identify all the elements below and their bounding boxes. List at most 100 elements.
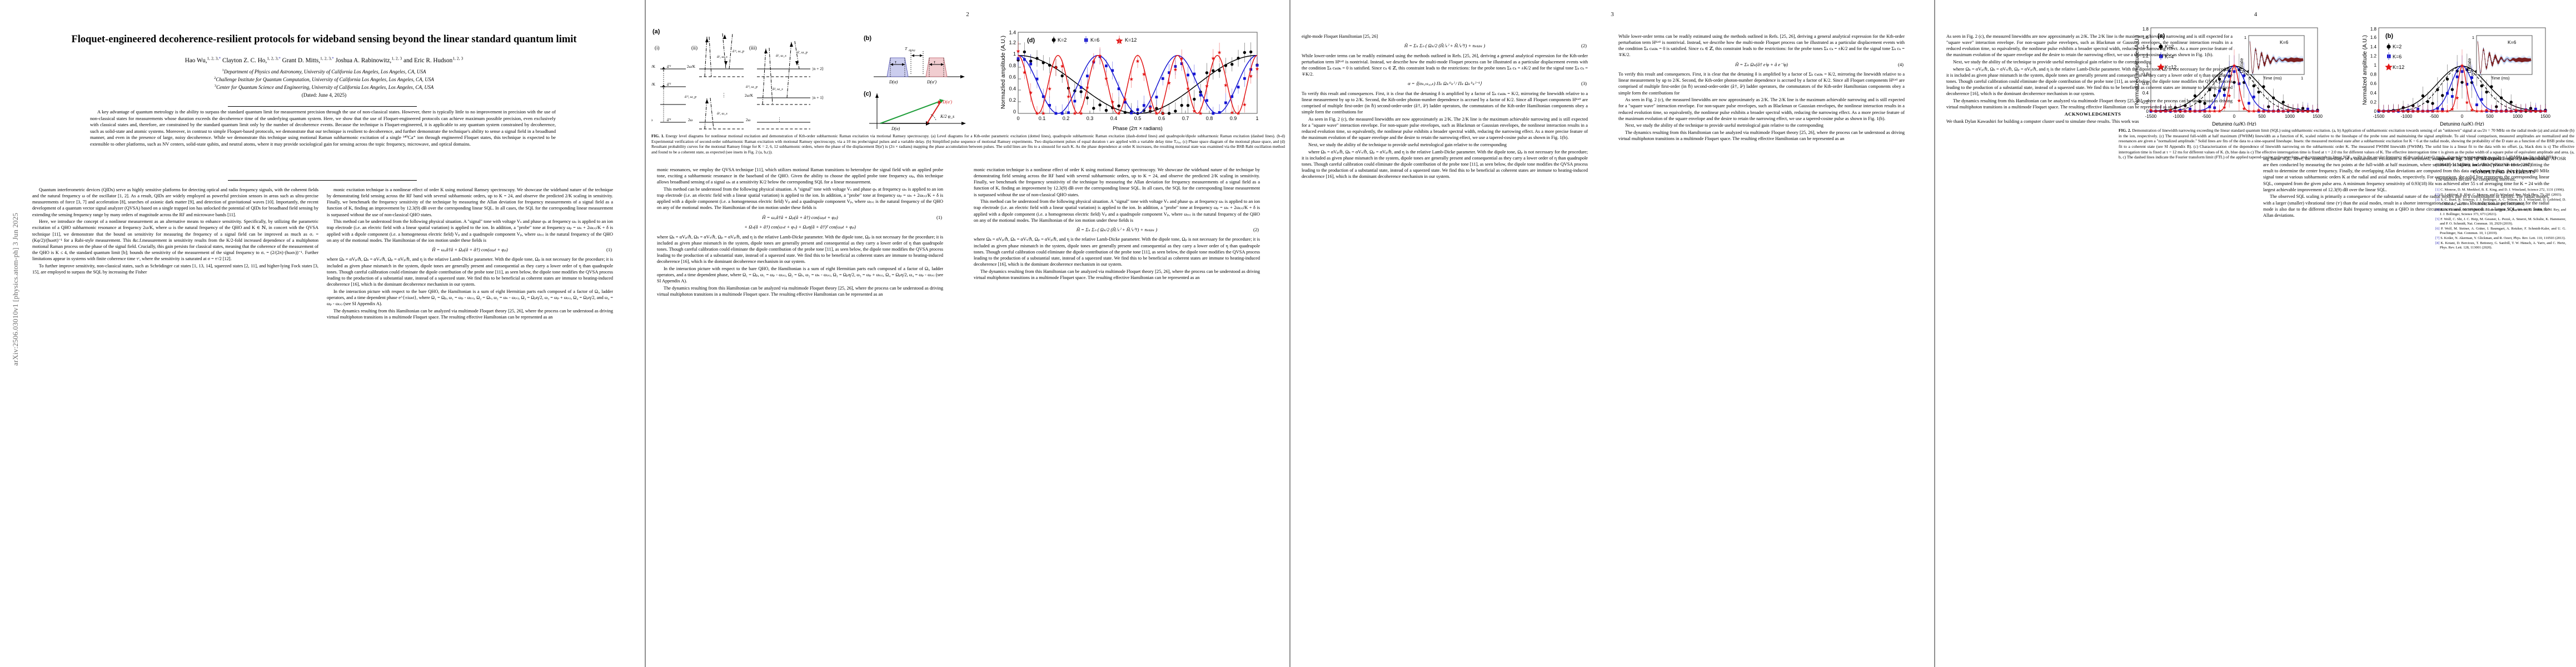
svg-text:-1000: -1000 [2401, 114, 2413, 119]
arxiv-stamp: arXiv:2506.03010v1 [physics.atom-ph] 3 J… [11, 212, 19, 366]
svg-text:-1000: -1000 [2173, 114, 2185, 119]
reference-item[interactable]: [3] S. C. Burd, R. Srinivas, J. J. Bolli… [2435, 198, 2566, 207]
svg-text:1: 1 [1013, 51, 1016, 57]
reference-item[interactable]: [6] P. Wolf, M. Steiner, A. Gräter, I. B… [2435, 227, 2566, 235]
svg-text:2ω: 2ω [651, 118, 653, 122]
c-d-alpha: D(α) [891, 126, 900, 131]
page-number: 3 [1611, 11, 1614, 18]
svg-text:0.6: 0.6 [1009, 74, 1016, 80]
para: where Ωₖ = αVₚ/ℏ, Ωₖ = αVₛ/ℏ, Ωₚ = αVₚ/ℏ… [1946, 66, 2233, 97]
fig2b-legend-k6: K=6 [2393, 54, 2401, 59]
figure-1-caption: FIG. 1. Energy level diagrams for nonlin… [651, 133, 1285, 155]
fig2a-ylabel: Normalized amplitude (A.U.) [2134, 35, 2140, 105]
para: The observed SQL scaling is primarily a … [2263, 194, 2549, 218]
svg-text:0.2: 0.2 [1009, 97, 1016, 103]
page-title: Floquet-engineered decoherence-resilient… [71, 34, 577, 45]
reference-item[interactable]: [1] C. Monroe, D. M. Meekhof, B. E. King… [2435, 188, 2565, 192]
svg-text:⋮: ⋮ [721, 92, 726, 98]
figure-1-svg: (a) (i) (ii) (iii) 2ω/K â′² [651, 28, 1259, 131]
svg-text:1: 1 [1255, 116, 1258, 121]
reference-item[interactable]: [8] K. Kotani, D. Bercioux, T. Bettoney,… [2435, 241, 2566, 250]
svg-text:0.7: 0.7 [1182, 116, 1189, 121]
label-2w-K: 2ω/K [651, 64, 655, 69]
svg-text:0.9: 0.9 [1230, 116, 1237, 121]
reference-item[interactable]: [4] K. A. Gilmore, M. Affolter, R. J. Le… [2435, 207, 2566, 216]
svg-text:-1500: -1500 [2145, 114, 2157, 119]
svg-text:0: 0 [1017, 116, 1019, 121]
para: ing linear SQL. Here, the normal linesha… [2263, 156, 2549, 192]
fig2b-inset-ylabel: D State [2467, 58, 2472, 73]
panel-a-letter: (a) [652, 28, 660, 35]
svg-text:0.8: 0.8 [1206, 116, 1213, 121]
svg-text:0.6: 0.6 [2142, 81, 2149, 86]
fig2b-legend-k2: K=2 [2393, 44, 2401, 49]
para: The dynamics resulting from this Hamilto… [327, 308, 613, 320]
para: where Ωₖ = αVₚ/ℏ, Ωₖ = αVₛ/ℏ, Ωₚ = αVₚ/ℏ… [327, 257, 613, 287]
panel-b-letter: (b) [864, 35, 871, 42]
svg-text:1500: 1500 [2540, 114, 2550, 119]
legend-k12: K=12 [1125, 37, 1137, 43]
d-alpha-prime: D(α′) [926, 79, 936, 84]
label-adag2-wp: â′², ω_p [733, 49, 745, 53]
svg-text:0.8: 0.8 [1009, 63, 1016, 68]
svg-text:1: 1 [2146, 63, 2149, 68]
para: As seen in Fig. 2 (c), the measured line… [1946, 34, 2233, 58]
svg-text:1.4: 1.4 [1009, 30, 1016, 36]
tau-left: τ [895, 59, 897, 64]
page-1: arXiv:2506.03010v1 [physics.atom-ph] 3 J… [0, 0, 645, 667]
reference-item[interactable]: [5] F. Wolf, C. Shi, J. C. Heip, M. Gess… [2435, 217, 2566, 226]
figure-2: (a) K=2 K=4 K=12 K=6 1 0 D State Time (m… [2119, 22, 2574, 160]
svg-text:2ω/K: 2ω/K [745, 93, 753, 98]
fig2-panel-a-letter: (a) [2158, 33, 2165, 39]
fig2b-inset-xlabel: Time (ms) [2491, 76, 2510, 81]
subpanel-iii: (iii) [749, 45, 757, 51]
svg-text:0.1: 0.1 [1039, 116, 1046, 121]
svg-text:1.2: 1.2 [2142, 53, 2149, 58]
para: monic resonances, we employ the QVSA tec… [657, 167, 943, 185]
equation-2b: Ĥ = Σₖ Σₙ ( Ωₖ/2 (Ĥᵢ⁽ₖ⁾ + Ĥᵢ⁽ₖ⁾†) + nₖωₖ… [1404, 43, 1587, 49]
tau-right: τ [934, 59, 936, 64]
panel-d-xlabel: Phase (2π × radians) [1113, 126, 1163, 131]
svg-text:0.4: 0.4 [2370, 91, 2377, 96]
equation-1c: + Ωₛ(â + â†) cos(ωₛt + φₛ) + Ωₚη(â + â†)… [744, 224, 856, 230]
svg-text:0.6: 0.6 [2370, 81, 2377, 86]
svg-text:0.4: 0.4 [2142, 91, 2149, 96]
figure-2-svg: (a) K=2 K=4 K=12 K=6 1 0 D State Time (m… [2134, 27, 2550, 126]
fig2a-xlabel: Detuning (ω/K) (Hz) [2212, 121, 2256, 126]
fig2a-legend-k2: K=2 [2165, 44, 2174, 49]
page1-column-1: Quantum interferometric devices (QIDs) s… [32, 187, 318, 276]
svg-text:delay: delay [909, 49, 915, 52]
svg-text:1: 1 [2301, 76, 2303, 81]
equation-4: Ĥ = Σₖ Ωₖ(â† eⁱφ + â e⁻ⁱφ) (4) [1735, 61, 1904, 67]
svg-text:0: 0 [2374, 109, 2377, 114]
label-adag2: â′² [667, 64, 671, 69]
level-diagram-i: 2ω/K â′² 2ω/K â′² 2ω â′² [651, 64, 686, 123]
para: Quantum interferometric devices (QIDs) s… [32, 187, 318, 217]
svg-text:0.2: 0.2 [2370, 99, 2377, 104]
para: We thank Dylan Kawashiri for building a … [1946, 118, 2139, 124]
svg-text:â′², ω_p: â′², ω_p [746, 85, 758, 89]
heading-competing-interests: COMPETING INTERESTS [2473, 168, 2535, 175]
para: Next, we study the ability of the techni… [1953, 59, 2151, 65]
svg-text:0: 0 [1013, 109, 1016, 115]
svg-text:⋮: ⋮ [777, 117, 782, 122]
legend-k2: K=2 [1058, 37, 1067, 43]
para: monic excitation technique is a nonlinea… [327, 187, 613, 217]
figure-2-caption: FIG. 2. Demonstration of linewidth narro… [2119, 128, 2574, 160]
page4-column-2: ing linear SQL. Here, the normal linesha… [2263, 156, 2549, 220]
reference-item[interactable]: [7] S. Kotler, N. Akerman, Y. Glickman, … [2435, 236, 2566, 241]
page4-column-1: As seen in Fig. 2 (c), the measured line… [1946, 33, 2233, 126]
svg-text:â², ω_s: â², ω_s [776, 54, 786, 58]
author-4: and Eric R. Hudson1, 2, 3 [403, 56, 464, 64]
page-3: 3 eight-mode Floquet Hamiltonian [25, 26… [1291, 0, 1934, 667]
svg-text:â′², ω_p: â′², ω_p [685, 95, 697, 99]
svg-text:0.8: 0.8 [2142, 72, 2149, 77]
equation-1: Ĥ = ωₐâ†â + Ωₚ(â + â†) cos(ωₚt + φₚ) (1) [432, 246, 612, 252]
fig2-panel-b-letter: (b) [2385, 33, 2393, 39]
svg-text:1.2: 1.2 [1009, 39, 1016, 45]
equation-1b: Ĥ = ωₐâ†â + Ωₚ(â + â†) cos(ωₚt + φₚ) (1) [762, 214, 942, 220]
legend-k6: K=6 [1090, 37, 1099, 43]
svg-text:2ω: 2ω [746, 118, 751, 122]
author-3: Joshua A. Rabinowitz,1, 2, 3 [335, 56, 402, 64]
reference-item[interactable]: [2] D. Leibfried, R. Blatt, C. Monroe, a… [2435, 193, 2562, 197]
